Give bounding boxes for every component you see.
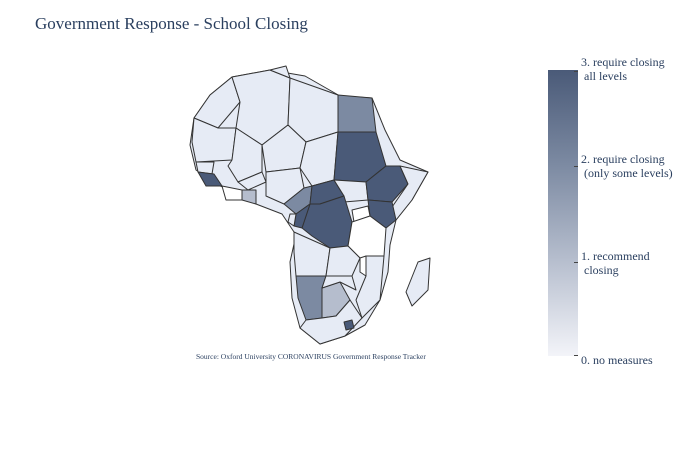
country-egypt <box>337 94 377 133</box>
country-madagascar <box>405 257 431 307</box>
chart-title: Government Response - School Closing <box>35 14 308 33</box>
colorbar <box>548 70 578 356</box>
country-gabon <box>287 213 297 227</box>
colorbar-label-3: 3. require closing all levels <box>581 55 665 83</box>
country-cote-divoire <box>221 185 243 201</box>
country-malawi <box>359 255 367 277</box>
colorbar-label-0: 0. no measures <box>581 353 653 367</box>
colorbar-tick-1 <box>574 262 578 263</box>
country-zimbabwe <box>321 275 357 291</box>
colorbar-label-2: 2. require closing (only some levels) <box>581 152 673 180</box>
source-note: Source: Oxford University CORONAVIRUS Go… <box>196 352 426 361</box>
colorbar-tick-2 <box>574 166 578 167</box>
country-zambia <box>325 245 361 277</box>
colorbar-tick-0 <box>574 355 578 356</box>
country-ghana <box>241 189 257 205</box>
country-tunisia <box>269 65 291 79</box>
colorbar-tick-3 <box>574 71 578 72</box>
country-south-africa <box>299 299 363 345</box>
country-south-sudan <box>333 179 369 203</box>
country-morocco <box>193 76 241 129</box>
colorbar-label-1: 1. recommend closing <box>581 249 650 277</box>
country-lesotho <box>343 319 355 331</box>
